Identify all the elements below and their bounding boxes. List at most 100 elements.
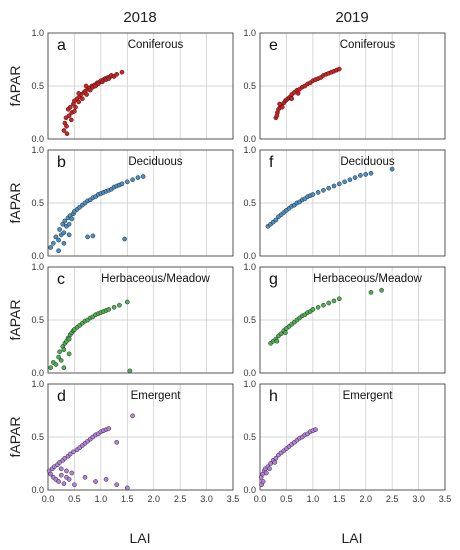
panel-title: Herbaceous/Meadow	[101, 273, 210, 285]
scatter-point	[111, 304, 117, 310]
scatter-point	[62, 455, 68, 461]
scatter-point	[273, 455, 279, 461]
panel-title: Coniferous	[128, 39, 184, 51]
y-tick-label: 0.5	[31, 315, 44, 325]
scatter-point	[130, 177, 135, 183]
y-tick-label: 0.0	[31, 134, 44, 144]
x-axis-label-left: LAI	[129, 530, 150, 546]
scatter-point	[331, 183, 337, 189]
y-tick-label: 0.0	[31, 251, 44, 261]
panel-title: Coniferous	[340, 39, 396, 51]
scatter-point	[64, 131, 70, 137]
scatter-point	[114, 482, 120, 488]
y-tick-label: 1.0	[243, 28, 256, 38]
scatter-point	[130, 413, 135, 419]
panel-b: 0.0 0.5 1.0 fAPAR b Deciduous	[7, 145, 234, 261]
panel-letter: b	[57, 154, 66, 171]
scatter-point	[106, 307, 112, 312]
scatter-point	[48, 245, 53, 250]
panel-d: 0.0 0.5 1.0 0.0 0.5 1.0 1.5 2.0 2.5 3.0 3.5 fAPAR d E…	[7, 379, 239, 504]
scatter-point	[64, 468, 69, 474]
panel-frame	[47, 32, 234, 140]
scatter-point	[67, 451, 73, 457]
panel-letter: f	[269, 154, 274, 171]
scatter-point	[69, 216, 75, 222]
y-tick-label: 1.0	[243, 145, 256, 155]
x-tick-label: 0.5	[68, 494, 81, 504]
scatter-point	[331, 298, 337, 304]
scatter-point	[53, 362, 59, 367]
scatter-point	[56, 237, 61, 243]
scatter-point	[273, 217, 279, 223]
scatter-point	[72, 482, 77, 488]
x-tick-label: 1.5	[333, 494, 346, 504]
scatter-point	[53, 234, 59, 240]
scatter-point	[61, 230, 67, 236]
scatter-point	[93, 479, 98, 484]
x-tick-label: 2.5	[174, 494, 187, 504]
y-tick-label: 1.0	[31, 145, 44, 155]
x-tick-label: 1.5	[121, 494, 134, 504]
scatter-point	[363, 172, 369, 177]
scatter-point	[279, 104, 285, 110]
scatter-point	[60, 221, 66, 227]
scatter-point	[379, 287, 384, 293]
y-tick-label: 0.5	[243, 432, 256, 442]
scatter-point	[58, 472, 64, 478]
scatter-point	[56, 248, 61, 254]
x-tick-label: 3.5	[227, 494, 240, 504]
scatter-point	[124, 485, 130, 491]
scatter-point	[119, 69, 125, 75]
scatter-point	[76, 99, 82, 105]
panel-h: 0.0 0.5 1.0 0.0 0.5 1.0 1.5 2.0 2.5 3.0 3.5 h Emerge…	[243, 379, 451, 504]
scatter-point	[368, 170, 374, 176]
y-tick-label: 0.5	[31, 81, 44, 91]
scatter-point	[56, 479, 61, 484]
scatter-point	[336, 181, 342, 187]
scatter-point	[48, 365, 53, 371]
scatter-point	[71, 449, 76, 455]
panel-title: Herbaceous/Meadow	[313, 273, 422, 285]
panel-letter: c	[57, 271, 65, 288]
scatter-point	[48, 471, 53, 477]
scatter-point	[61, 481, 67, 486]
y-tick-label: 0.0	[243, 134, 256, 144]
panel-a: 0.0 0.5 1.0 fAPAR a Coniferous	[7, 28, 234, 144]
panel-g: 0.0 0.5 1.0 g Herbaceous/Meadow	[243, 262, 446, 378]
y-tick-label: 0.5	[243, 81, 256, 91]
y-tick-label: 1.0	[243, 379, 256, 389]
panel-letter: a	[57, 37, 66, 54]
panel-frame	[47, 266, 234, 374]
scatter-point	[368, 290, 374, 295]
y-tick-label: 0.0	[243, 368, 256, 378]
panel-frame	[47, 383, 234, 491]
scatter-point	[326, 185, 332, 191]
x-tick-label: 3.0	[200, 494, 213, 504]
scatter-point	[106, 426, 112, 431]
scatter-point	[268, 461, 273, 466]
y-tick-label: 0.5	[31, 432, 44, 442]
scatter-point	[67, 104, 73, 110]
scatter-point	[336, 296, 342, 302]
scatter-point	[85, 234, 90, 240]
scatter-point	[278, 331, 284, 337]
panel-e: 0.0 0.5 1.0 e Coniferous	[243, 28, 446, 144]
panel-frame	[47, 149, 234, 257]
scatter-point	[358, 173, 363, 178]
y-tick-label: 0.0	[243, 251, 256, 261]
scatter-point	[310, 307, 316, 312]
scatter-point	[90, 233, 96, 239]
panel-letter: h	[269, 388, 278, 405]
column-title-2019: 2019	[335, 9, 368, 26]
y-axis-label: fAPAR	[7, 300, 23, 341]
y-tick-label: 0.5	[31, 198, 44, 208]
panel-title: Deciduous	[128, 156, 183, 168]
scatter-point	[140, 174, 146, 179]
x-tick-label: 1.0	[95, 494, 108, 504]
scatter-point	[260, 479, 266, 484]
scatter-point	[58, 466, 64, 472]
y-tick-label: 0.0	[31, 368, 44, 378]
scatter-point	[310, 192, 316, 197]
panel-title: Deciduous	[340, 156, 395, 168]
scatter-point	[315, 190, 321, 195]
